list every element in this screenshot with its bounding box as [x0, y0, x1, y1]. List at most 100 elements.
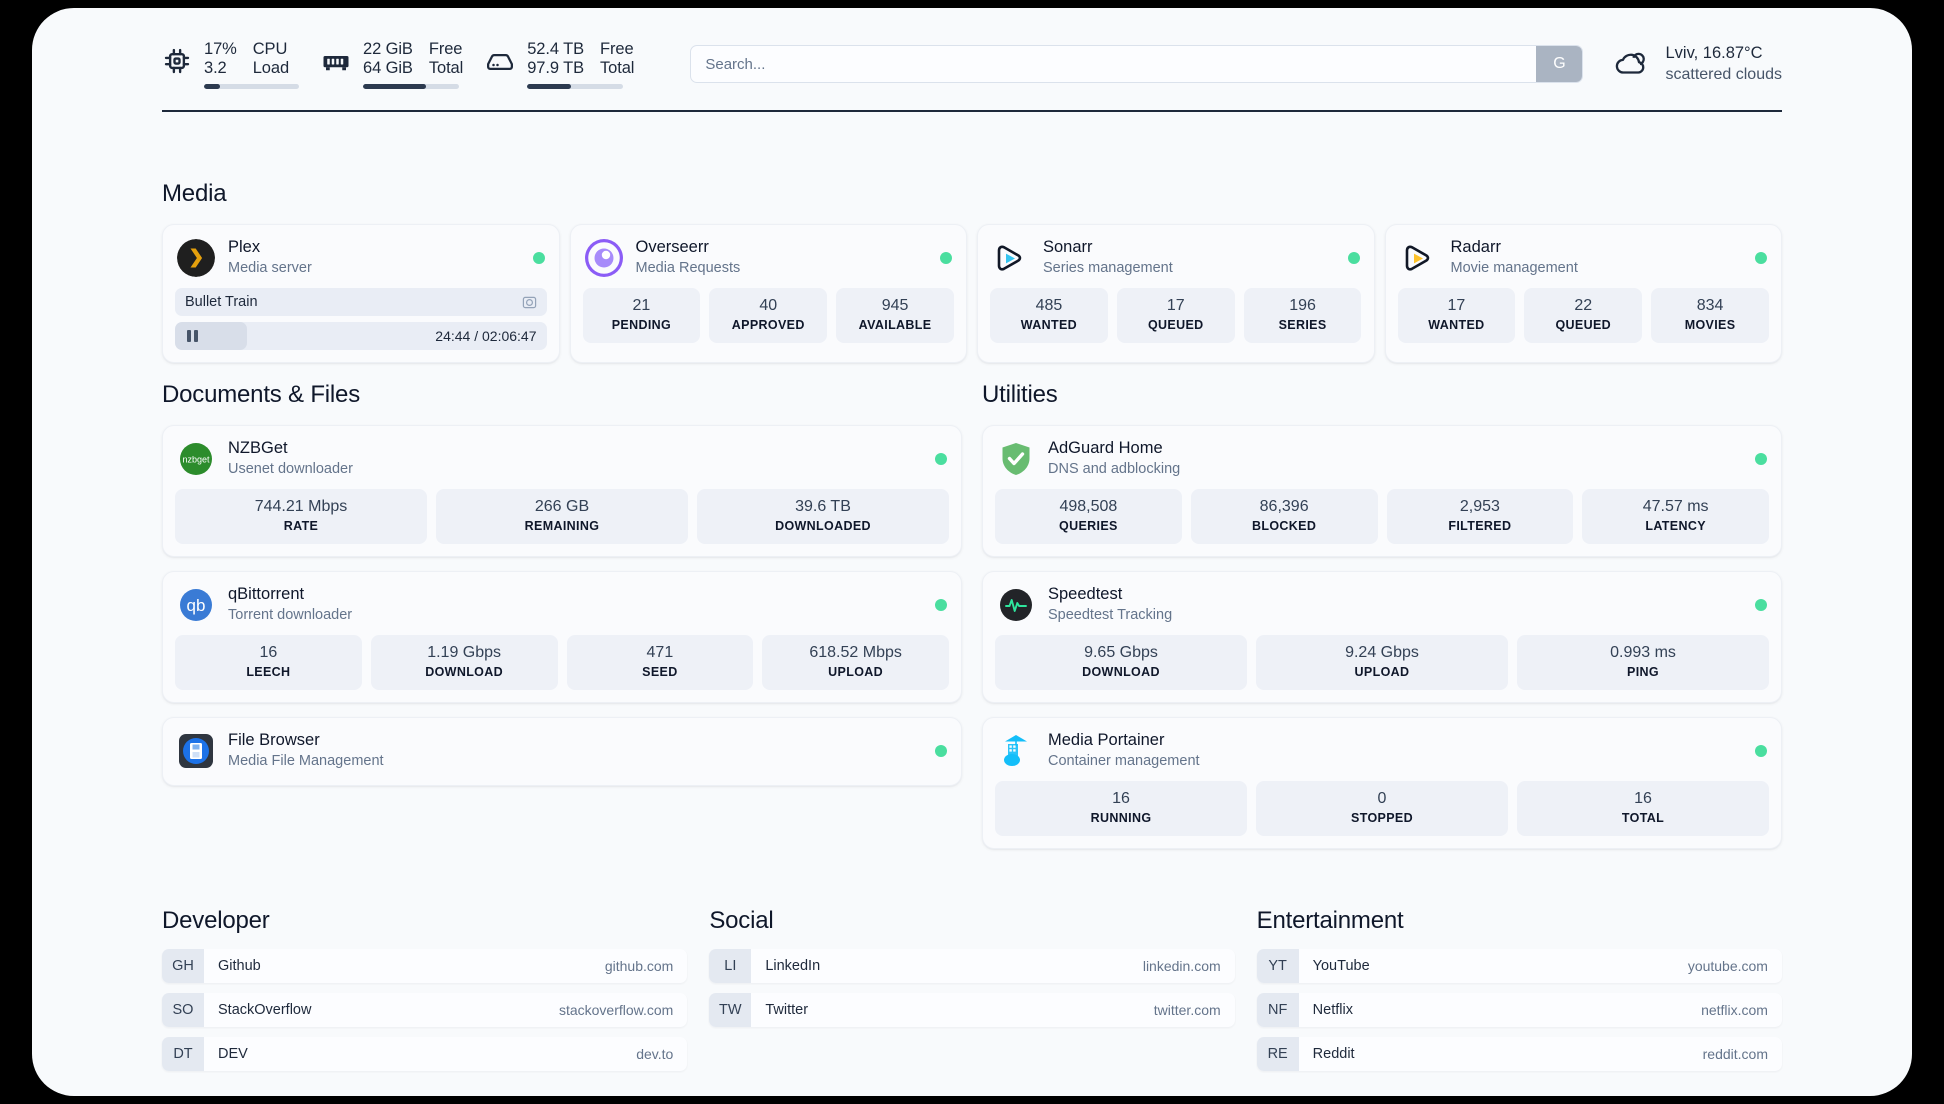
stat-label: DOWNLOADED	[775, 519, 871, 533]
stats-row: 17 WANTED 22 QUEUED 834 MOVIES	[1386, 288, 1782, 355]
stat-tile: 9.65 Gbps DOWNLOAD	[995, 635, 1247, 690]
service-card-overseerr[interactable]: Overseerr Media Requests 21 PENDING 40 A…	[569, 224, 967, 363]
card-header: File Browser Media File Management	[163, 718, 961, 785]
stat-tile: 47.57 ms LATENCY	[1582, 489, 1769, 544]
bookmark-name: DEV	[218, 1046, 248, 1062]
service-description: Movie management	[1450, 260, 1578, 276]
ram-stat-group: 22 GiB 64 GiB Free Total	[321, 40, 463, 89]
bookmark-item-twitter[interactable]: TW Twitter twitter.com	[709, 993, 1235, 1027]
cpu-label-bottom: Load	[252, 58, 290, 77]
dashboard-viewport: 17% 3.2 CPU Load	[32, 8, 1912, 1096]
stat-label: SEED	[642, 665, 678, 679]
header-divider	[162, 110, 1782, 112]
playback-progress-bar[interactable]: 24:44 / 02:06:47	[175, 322, 547, 350]
stat-tile: 17 QUEUED	[1116, 288, 1235, 343]
stat-label: WANTED	[1020, 318, 1078, 332]
service-card-speedtest[interactable]: Speedtest Speedtest Tracking 9.65 Gbps D…	[982, 571, 1782, 703]
bookmark-badge: RE	[1256, 1037, 1299, 1071]
status-indicator-online	[940, 251, 952, 264]
service-card-adguard-home[interactable]: AdGuard Home DNS and adblocking 498,508 …	[982, 425, 1782, 557]
bookmark-group-title: Developer	[162, 907, 270, 934]
service-name: Plex	[228, 238, 261, 256]
service-card-file-browser[interactable]: File Browser Media File Management	[162, 717, 962, 786]
stat-value: 196	[1289, 297, 1316, 314]
stat-value: 39.6 TB	[795, 498, 851, 515]
status-indicator-online	[1347, 251, 1360, 264]
bookmark-name: Netflix	[1312, 1002, 1353, 1018]
section-title-media: Media	[162, 180, 227, 207]
service-card-plex[interactable]: Plex Media server Bullet Train	[162, 224, 560, 363]
status-indicator-online	[1755, 452, 1767, 465]
bookmark-item-dev[interactable]: DT DEV dev.to	[162, 1037, 688, 1071]
bookmark-url: twitter.com	[1153, 1002, 1221, 1018]
stat-value: 16	[259, 644, 278, 661]
card-header: Speedtest Speedtest Tracking	[983, 572, 1781, 635]
bookmark-item-github[interactable]: GH Github github.com	[162, 949, 688, 983]
stat-label: DOWNLOAD	[1082, 665, 1160, 679]
stat-value: 17	[1166, 297, 1185, 314]
bookmark-item-linkedin[interactable]: LI LinkedIn linkedin.com	[709, 949, 1235, 983]
service-card-media-portainer[interactable]: Media Portainer Container management 16 …	[982, 717, 1782, 849]
card-header: Sonarr Series management	[978, 225, 1374, 288]
card-header: AdGuard Home DNS and adblocking	[983, 426, 1781, 489]
bookmark-item-youtube[interactable]: YT YouTube youtube.com	[1256, 949, 1782, 983]
stat-tile: 0.993 ms PING	[1517, 635, 1769, 690]
stat-tile: 618.52 Mbps UPLOAD	[762, 635, 949, 690]
stat-value: 47.57 ms	[1642, 498, 1709, 515]
stat-value: 498,508	[1059, 498, 1118, 515]
stat-tile: 0 STOPPED	[1256, 781, 1508, 836]
bookmark-name: Twitter	[765, 1002, 809, 1018]
search-input[interactable]	[691, 46, 1537, 82]
service-description: Speedtest Tracking	[1048, 607, 1173, 623]
cast-icon[interactable]	[522, 295, 537, 310]
cpu-icon	[162, 46, 192, 76]
plex-now-playing: Bullet Train 24:44 / 02:06:47	[163, 288, 559, 362]
card-header: nzbget NZBGet Usenet downloader	[163, 426, 961, 489]
stat-value: 9.24 Gbps	[1345, 644, 1419, 661]
disk-total-value: 97.9 TB	[527, 58, 584, 77]
cpu-usage-bar	[204, 83, 299, 89]
disk-stat-group: 52.4 TB 97.9 TB Free Total	[485, 40, 634, 89]
search-box[interactable]: G	[690, 45, 1584, 83]
service-description: Container management	[1048, 753, 1200, 769]
stats-row: 498,508 QUERIES 86,396 BLOCKED 2,953 FIL…	[983, 489, 1781, 556]
stat-label: DOWNLOAD	[425, 665, 504, 679]
ram-icon	[321, 46, 351, 76]
stat-value: 485	[1035, 297, 1063, 314]
bookmark-item-netflix[interactable]: NF Netflix netflix.com	[1256, 993, 1782, 1027]
bookmark-item-reddit[interactable]: RE Reddit reddit.com	[1256, 1037, 1782, 1071]
stats-row: 9.65 Gbps DOWNLOAD 9.24 Gbps UPLOAD 0.99…	[983, 635, 1781, 702]
stat-tile: 21 PENDING	[582, 288, 701, 343]
disk-icon	[485, 46, 515, 76]
service-card-radarr[interactable]: Radarr Movie management 17 WANTED 22 QUE…	[1384, 224, 1782, 363]
stat-label: QUEUED	[1147, 318, 1204, 332]
plex-icon	[177, 238, 215, 277]
stat-value: 266 GB	[534, 498, 590, 515]
stat-label: LATENCY	[1645, 519, 1706, 533]
status-indicator-online	[532, 251, 545, 264]
stat-tile: 39.6 TB DOWNLOADED	[697, 489, 949, 544]
ram-usage-bar	[363, 83, 459, 89]
stat-label: MOVIES	[1684, 318, 1736, 332]
now-playing-row: Bullet Train	[175, 288, 547, 316]
bookmark-item-stackoverflow[interactable]: SO StackOverflow stackoverflow.com	[162, 993, 688, 1027]
section-title-documents: Documents & Files	[162, 381, 360, 408]
service-name: Radarr	[1450, 238, 1501, 256]
stat-value: 0	[1377, 790, 1387, 807]
speedtest-icon	[997, 586, 1035, 624]
service-description: Usenet downloader	[228, 461, 353, 477]
service-card-nzbget[interactable]: nzbget NZBGet Usenet downloader 744.21 M…	[162, 425, 962, 557]
stats-row: 485 WANTED 17 QUEUED 196 SERIES	[978, 288, 1374, 355]
cpu-usage-percent: 17%	[204, 39, 237, 58]
bookmark-url: youtube.com	[1687, 958, 1768, 974]
pause-icon[interactable]	[175, 330, 209, 342]
stat-tile: 498,508 QUERIES	[995, 489, 1182, 544]
bookmark-url: github.com	[604, 958, 674, 974]
cpu-label-top: CPU	[252, 39, 288, 58]
stat-tile: 834 MOVIES	[1651, 288, 1769, 343]
cpu-stat-group: 17% 3.2 CPU Load	[162, 40, 299, 89]
ram-label-bottom: Total	[428, 58, 464, 77]
search-submit-button[interactable]: G	[1536, 46, 1583, 82]
service-card-sonarr[interactable]: Sonarr Series management 485 WANTED 17 Q…	[977, 224, 1375, 363]
service-card-qbittorrent[interactable]: qb qBittorrent Torrent downloader 16 LEE…	[162, 571, 962, 703]
